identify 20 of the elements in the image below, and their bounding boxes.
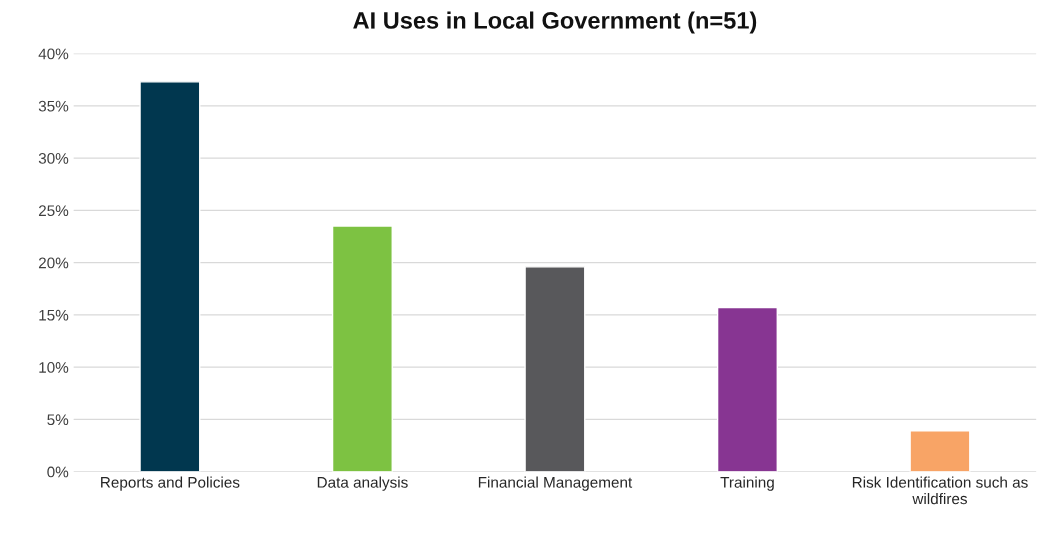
bar (331, 225, 393, 472)
x-tick-label: Reports and Policies (101, 476, 240, 491)
bar (139, 81, 201, 472)
y-tick-label: 5% (47, 414, 69, 426)
y-tick-label: 30% (38, 152, 69, 164)
x-tick-label: Data analysis (317, 476, 408, 491)
x-tick-label: Training (720, 476, 774, 491)
y-tick-label: 20% (38, 257, 69, 269)
y-tick-label: 15% (39, 309, 69, 321)
y-tick-label: 35% (38, 100, 69, 112)
y-tick-label: 10% (39, 362, 69, 373)
bar (524, 266, 586, 472)
y-tick-label: 0% (47, 466, 69, 478)
y-tick-label: 25% (38, 205, 69, 217)
x-tick-label: Financial Management (478, 476, 633, 491)
y-tick-label: 40% (38, 48, 69, 60)
bar (909, 430, 971, 472)
chart-title: AI Uses in Local Government (n=51) (353, 11, 757, 34)
x-tick-label: Risk Identification such as wildfires (852, 476, 1028, 505)
bar (716, 306, 778, 472)
